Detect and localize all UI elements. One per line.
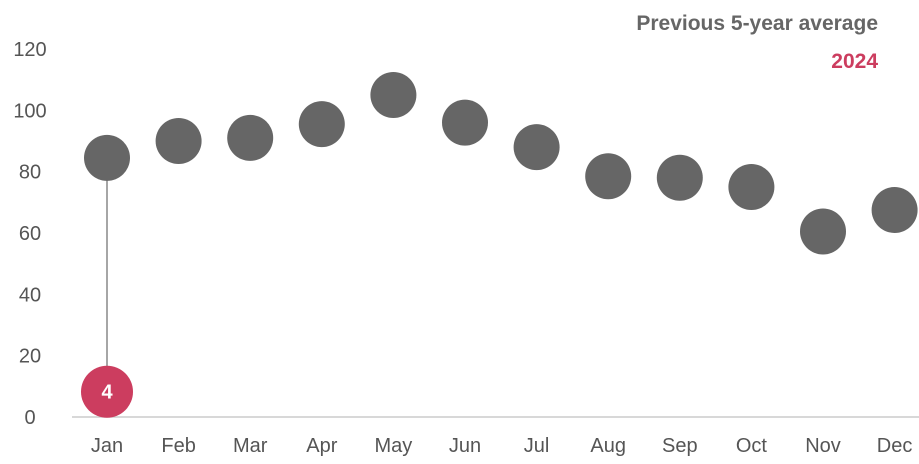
average-point <box>155 118 202 164</box>
x-tick-label: Apr <box>306 435 337 457</box>
average-point <box>227 114 274 161</box>
x-tick-label: Jun <box>449 435 481 457</box>
x-tick-label: Jul <box>524 435 550 457</box>
x-tick-label: Oct <box>736 435 768 457</box>
average-point <box>370 72 417 118</box>
average-point <box>84 134 130 181</box>
y-tick-label: 60 <box>19 223 41 245</box>
y-tick-label: 0 <box>24 407 35 429</box>
legend-previous-average: Previous 5-year average <box>636 12 878 35</box>
legend: Previous 5-year average 2024 <box>636 12 878 73</box>
x-axis: Jan Feb Mar Apr May Jun Jul Aug Sep Oct Nov Dec <box>91 435 913 457</box>
y-tick-label: 20 <box>19 346 41 368</box>
average-series <box>84 72 918 255</box>
average-point <box>656 154 703 201</box>
average-point <box>442 99 488 146</box>
x-tick-label: Sep <box>662 435 698 457</box>
current-year-data-label: 4 <box>101 382 113 404</box>
x-tick-label: Feb <box>161 435 195 457</box>
average-point <box>585 153 632 200</box>
average-point <box>728 164 775 210</box>
x-tick-label: May <box>375 435 413 457</box>
x-tick-label: Jan <box>91 435 123 457</box>
y-tick-label: 120 <box>13 39 46 61</box>
average-point <box>298 101 345 148</box>
average-point <box>800 208 846 255</box>
y-tick-label: 80 <box>19 162 41 184</box>
y-tick-label: 40 <box>19 284 41 306</box>
current-year-series: 4 <box>81 365 133 418</box>
x-tick-label: Nov <box>805 435 841 457</box>
y-tick-label: 100 <box>13 100 46 122</box>
average-point <box>513 124 560 171</box>
y-axis: 0 20 40 60 80 100 120 <box>13 39 46 429</box>
x-tick-label: Mar <box>233 435 268 457</box>
average-point <box>871 187 918 233</box>
current-year-point <box>81 365 133 418</box>
x-tick-label: Dec <box>877 435 913 457</box>
x-tick-label: Aug <box>590 435 626 457</box>
legend-2024: 2024 <box>831 50 878 73</box>
